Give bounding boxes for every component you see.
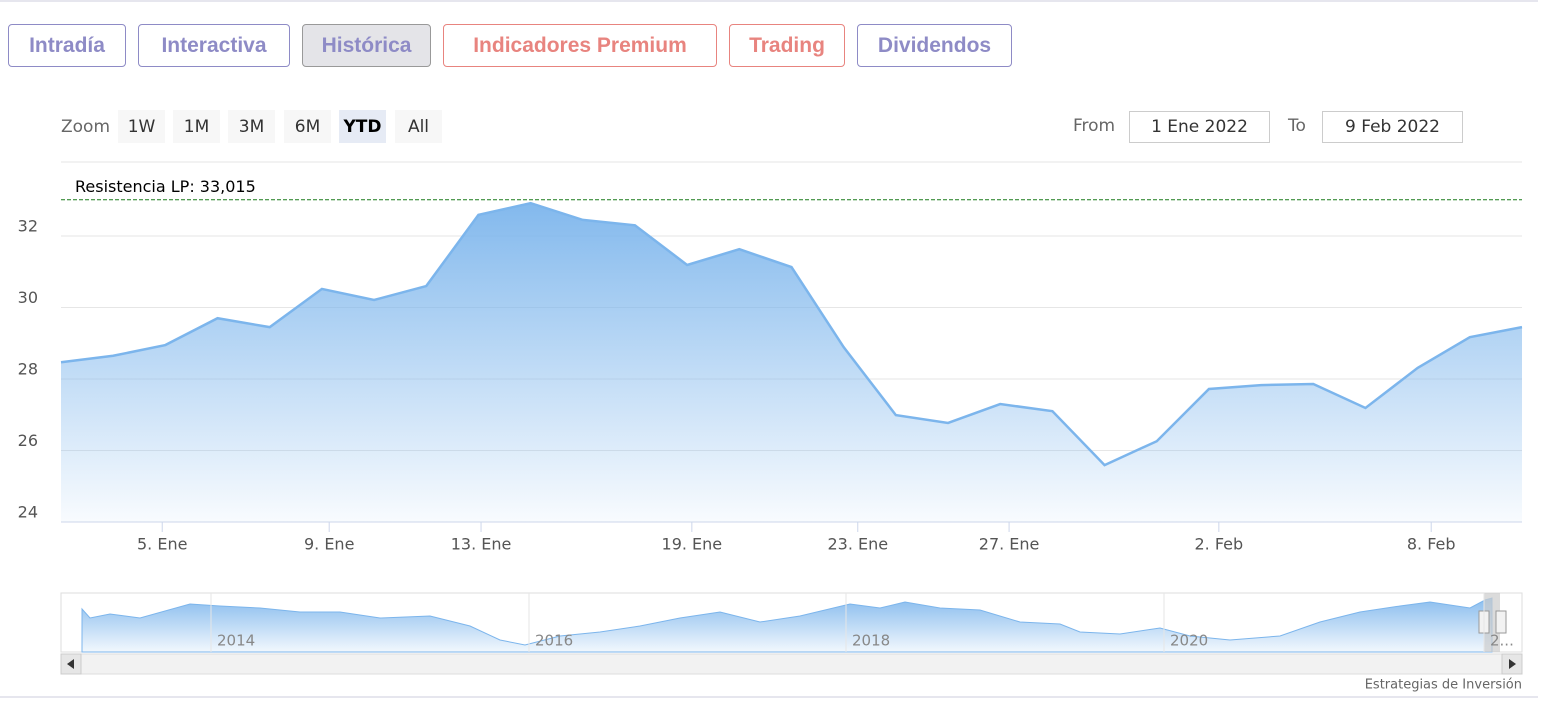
zoom-button[interactable]: 1W [118, 110, 165, 143]
x-tick-label: 9. Ene [304, 535, 354, 554]
arrow [1509, 659, 1516, 669]
navigator-label: 2... [1490, 632, 1514, 650]
x-tick-label: 5. Ene [137, 535, 187, 554]
y-tick-label: 24 [18, 503, 38, 522]
tab[interactable]: Dividendos [857, 24, 1012, 67]
navigator-label: 2020 [1170, 632, 1208, 650]
tab[interactable]: Indicadores Premium [443, 24, 717, 67]
tab[interactable]: Interactiva [138, 24, 290, 67]
navigator-label: 2016 [535, 632, 573, 650]
tab[interactable]: Histórica [302, 24, 431, 67]
credit: Estrategias de Inversión [1365, 678, 1522, 693]
plot-line-label: Resistencia LP: 33,015 [75, 177, 256, 196]
zoom-button[interactable]: YTD [339, 110, 386, 143]
scrollbar[interactable] [60, 653, 1523, 675]
zoom-button[interactable]: 6M [284, 110, 331, 143]
navigator-selection[interactable] [1484, 593, 1500, 652]
zoom-button[interactable]: All [395, 110, 442, 143]
y-tick-label: 30 [18, 288, 38, 307]
zoom-button[interactable]: 1M [173, 110, 220, 143]
navigator-label: 2018 [852, 632, 890, 650]
x-tick-label: 13. Ene [451, 535, 512, 554]
navigator: 2014 2016 2018 2020 2... [60, 592, 1523, 675]
tab[interactable]: Trading [729, 24, 845, 67]
zoom-label: Zoom [61, 117, 111, 137]
tab[interactable]: Intradía [8, 24, 126, 67]
x-tick-label: 27. Ene [979, 535, 1040, 554]
y-tick-label: 32 [18, 217, 38, 236]
to-label: To [1288, 116, 1306, 136]
from-input[interactable]: 1 Ene 2022 [1129, 111, 1270, 143]
to-input[interactable]: 9 Feb 2022 [1322, 111, 1463, 143]
x-tick-label: 19. Ene [662, 535, 723, 554]
navigator-series [81, 597, 1493, 653]
x-tick-label: 2. Feb [1194, 535, 1243, 554]
zoom-button[interactable]: 3M [228, 110, 275, 143]
x-tick-label: 8. Feb [1407, 535, 1456, 554]
y-tick-label: 28 [18, 360, 38, 379]
arrow [67, 659, 74, 669]
navigator-handle[interactable] [1495, 610, 1507, 634]
area [61, 203, 1522, 522]
line [60, 201, 1523, 467]
navigator-label: 2014 [217, 632, 255, 650]
x-tick-label: 23. Ene [827, 535, 888, 554]
from-label: From [1073, 116, 1116, 136]
y-tick-label: 26 [18, 431, 38, 450]
